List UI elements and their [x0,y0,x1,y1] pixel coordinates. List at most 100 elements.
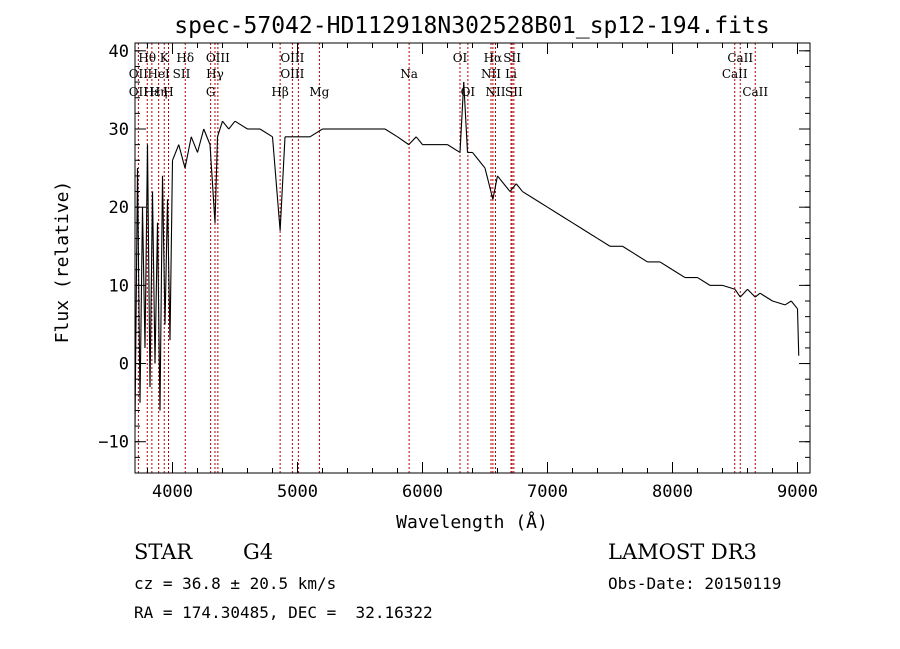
line-label: OII [129,67,149,81]
spectrum-segment [216,121,224,137]
x-tick-label: 4000 [152,482,193,502]
spectrum-segment [503,183,511,192]
line-label: OII [129,85,149,99]
spectrum-segment [759,292,773,302]
spectrum-segment [178,144,186,169]
line-label: H [163,85,173,99]
line-label: Hα [484,51,503,65]
spectrum-segment [222,120,230,130]
spectrum-segment [164,199,169,325]
spectrum-segment [584,230,598,239]
x-tick-label: 9000 [777,482,818,502]
plot-frame [134,42,811,474]
spectrum-segment [209,144,216,223]
spectrum-segment [259,128,273,138]
spectrum-segment [515,183,523,192]
spectrum-segment [796,308,800,356]
spectrum-segment [634,253,648,263]
line-label: Mg [309,85,329,99]
spectrum-segment [159,175,164,411]
coordinates-text: RA = 174.30485, DEC = 32.16322 [134,603,433,622]
x-tick-label: 6000 [402,482,443,502]
spectrum-segment [790,300,798,310]
line-label: G [206,85,216,99]
line-label: CaII [722,67,748,81]
spectrum-segment [154,222,159,364]
spectrum-segment [622,245,636,255]
spectrum-segment [214,136,219,223]
axes: 4000 5000 6000 7000 8000 9000 −10 0 10 20 30 40 [98,42,818,502]
line-label: K [160,51,170,65]
spectrum-segment [547,206,561,216]
spectrum-segment [559,214,573,224]
spectrum-segment [141,207,146,348]
line-label: Li [505,67,517,81]
y-tick-label: 30 [109,120,129,140]
spectrum-segment [146,144,151,388]
spectrum-segment [722,284,736,290]
spectrum-chart: spec-57042-HD112918N302528B01_sp12-194.f… [52,13,818,533]
spectrum-segment [309,128,323,138]
spectrum-segment [156,222,161,411]
spectrum-segment [228,120,236,130]
x-axis-label: Wavelength (Å) [396,511,548,533]
spectrum-segment [447,144,461,153]
spectrum-segment [772,300,786,306]
spectrum-segment [522,191,536,200]
spectrum-segment [166,199,171,341]
y-tick-label: 40 [109,42,129,62]
x-tick-label: 5000 [277,482,318,502]
line-label: OIII [206,51,230,65]
chart-title: spec-57042-HD112918N302528B01_sp12-194.f… [174,13,769,39]
spectrum-segment [234,120,248,130]
spectrum-segment [190,136,199,153]
spectrum-segment [149,191,154,388]
y-tick-label: −10 [98,433,129,453]
spectrum-segment [597,237,611,247]
line-markers [137,43,756,473]
line-label: NII [486,85,506,99]
spectrum-segment [697,277,711,286]
spectrum-segment [196,128,205,153]
spectrum-segment [203,128,211,145]
line-label: CaII [727,51,753,65]
spectrum-segment [784,300,792,306]
line-label: Hβ [271,85,288,99]
y-tick-label: 0 [119,355,129,375]
spectrum-segment [279,136,286,231]
spectrum-segment [739,288,748,298]
line-label: Na [400,67,418,81]
line-label: SII [503,51,521,65]
spectrum-segment [672,269,686,279]
spectrum-segment [169,160,174,341]
spectrum-segment [484,167,494,200]
spectrum-segment [754,292,761,298]
line-label: Hδ [176,51,194,65]
line-label: NII [481,67,501,81]
spectrum-segment [472,152,480,161]
line-label: Hε [144,85,161,99]
spectrum-segment [509,183,517,192]
survey-name: LAMOST DR3 [608,540,757,564]
spectrum-segment [397,136,410,146]
spectrum-segment [161,175,166,325]
line-label: Hθ [138,51,156,65]
spectrum-series [134,82,800,427]
x-tick-label: 8000 [652,482,693,502]
line-label: OIII [280,51,304,65]
line-label: Hγ [206,67,224,81]
line-label: SII [173,67,191,81]
spectrum-segment [171,144,180,161]
line-label: HeI [147,67,170,81]
spectrum-segment [659,261,673,271]
spectrum-segment [459,82,465,153]
x-tick-label: 7000 [527,482,568,502]
spectrum-segment [463,82,469,153]
spectrum-segment [497,175,505,185]
redshift-text: cz = 36.8 ± 20.5 km/s [134,574,337,593]
line-label: CaII [742,85,768,99]
spectrum-segment [139,207,144,403]
observation-date: Obs-Date: 20150119 [608,574,782,593]
spectrum-segment [747,288,756,298]
